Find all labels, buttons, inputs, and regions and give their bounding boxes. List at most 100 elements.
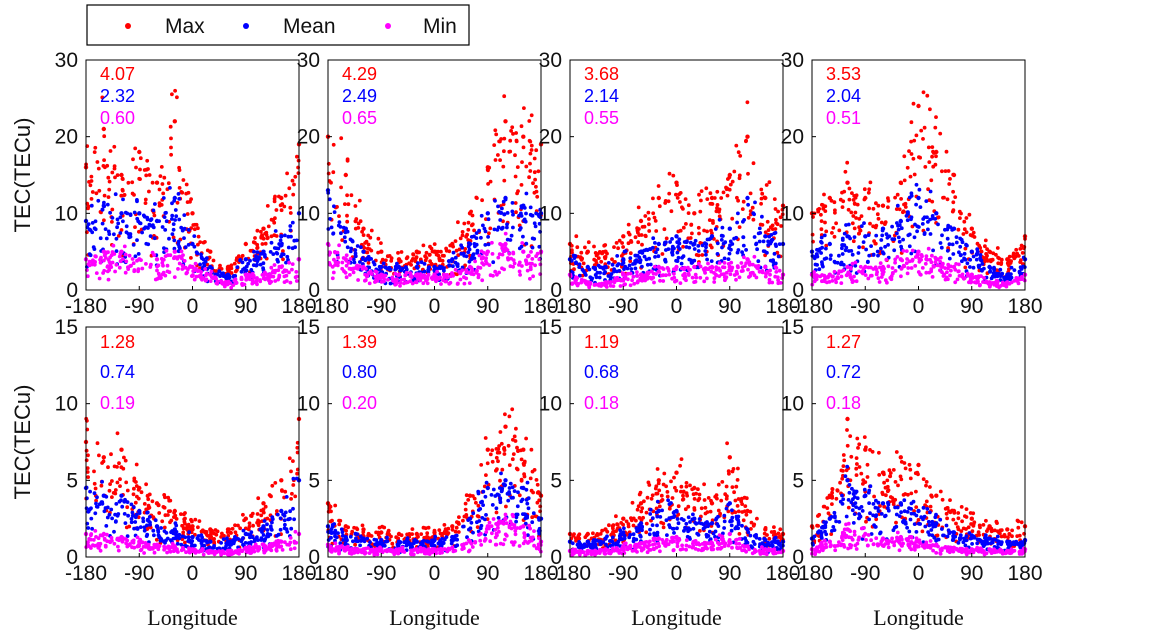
point — [678, 281, 683, 285]
point — [241, 267, 245, 272]
point — [283, 233, 287, 238]
point — [636, 205, 641, 210]
point — [1002, 275, 1006, 280]
point — [336, 260, 341, 265]
legend-marker-mean — [243, 23, 249, 29]
point — [953, 195, 958, 200]
point — [1011, 254, 1015, 259]
point — [597, 275, 602, 280]
point — [280, 241, 284, 246]
point — [612, 245, 616, 250]
point — [756, 266, 760, 271]
point — [152, 236, 157, 241]
point — [772, 231, 777, 236]
point — [169, 152, 174, 157]
point — [170, 217, 174, 221]
point — [442, 253, 446, 258]
point — [503, 119, 508, 124]
point — [927, 270, 932, 275]
point — [88, 489, 92, 494]
point — [852, 201, 857, 206]
y-tick-label: 15 — [55, 316, 78, 339]
point — [186, 228, 191, 232]
point — [137, 149, 142, 155]
point — [101, 531, 107, 537]
point — [270, 515, 275, 519]
point — [183, 511, 187, 515]
point — [217, 269, 222, 274]
point — [702, 279, 707, 284]
point — [677, 237, 682, 242]
point — [727, 251, 732, 256]
point — [125, 211, 130, 216]
point — [494, 506, 499, 511]
point — [943, 169, 948, 174]
point — [379, 272, 384, 277]
point — [736, 150, 741, 155]
point — [244, 277, 249, 282]
point — [497, 493, 501, 498]
point — [348, 237, 353, 242]
point — [97, 188, 102, 193]
point — [243, 516, 248, 521]
point — [152, 213, 157, 218]
point — [381, 261, 386, 266]
point — [760, 191, 765, 196]
point — [110, 260, 115, 265]
point — [348, 257, 353, 261]
point — [293, 529, 298, 534]
point — [713, 272, 718, 277]
point — [181, 530, 186, 535]
point — [107, 268, 112, 272]
point — [886, 205, 890, 210]
point — [606, 261, 611, 265]
point — [514, 519, 518, 524]
point — [396, 264, 402, 270]
point — [99, 255, 103, 260]
point — [700, 253, 705, 257]
point — [697, 192, 701, 197]
point — [640, 264, 644, 269]
point — [721, 190, 726, 195]
point — [896, 223, 900, 228]
point — [290, 178, 295, 183]
point — [225, 264, 231, 270]
point — [777, 242, 782, 247]
point — [229, 263, 234, 268]
point — [740, 207, 745, 212]
point — [398, 281, 403, 285]
point — [388, 281, 393, 286]
point — [715, 252, 720, 256]
point — [119, 493, 124, 498]
point — [333, 263, 337, 267]
point — [386, 530, 390, 535]
point — [521, 145, 526, 150]
point — [494, 455, 499, 460]
point — [519, 244, 524, 249]
point — [192, 277, 197, 282]
point — [603, 270, 607, 274]
point — [681, 244, 685, 249]
stat-max: 4.29 — [342, 64, 377, 84]
point — [361, 264, 366, 270]
point — [519, 214, 524, 218]
point — [345, 213, 349, 218]
point — [93, 145, 98, 150]
point — [1019, 258, 1023, 262]
point — [748, 191, 753, 196]
point — [149, 262, 153, 267]
point — [897, 239, 902, 244]
point — [530, 257, 535, 261]
stat-mean: 2.04 — [826, 86, 861, 106]
point — [177, 186, 182, 190]
point — [131, 261, 136, 266]
point — [343, 226, 348, 231]
point — [405, 255, 410, 260]
point — [514, 210, 518, 215]
point — [467, 493, 473, 498]
series-min — [567, 254, 786, 290]
point — [948, 273, 952, 278]
point — [703, 249, 708, 253]
point — [86, 222, 91, 227]
